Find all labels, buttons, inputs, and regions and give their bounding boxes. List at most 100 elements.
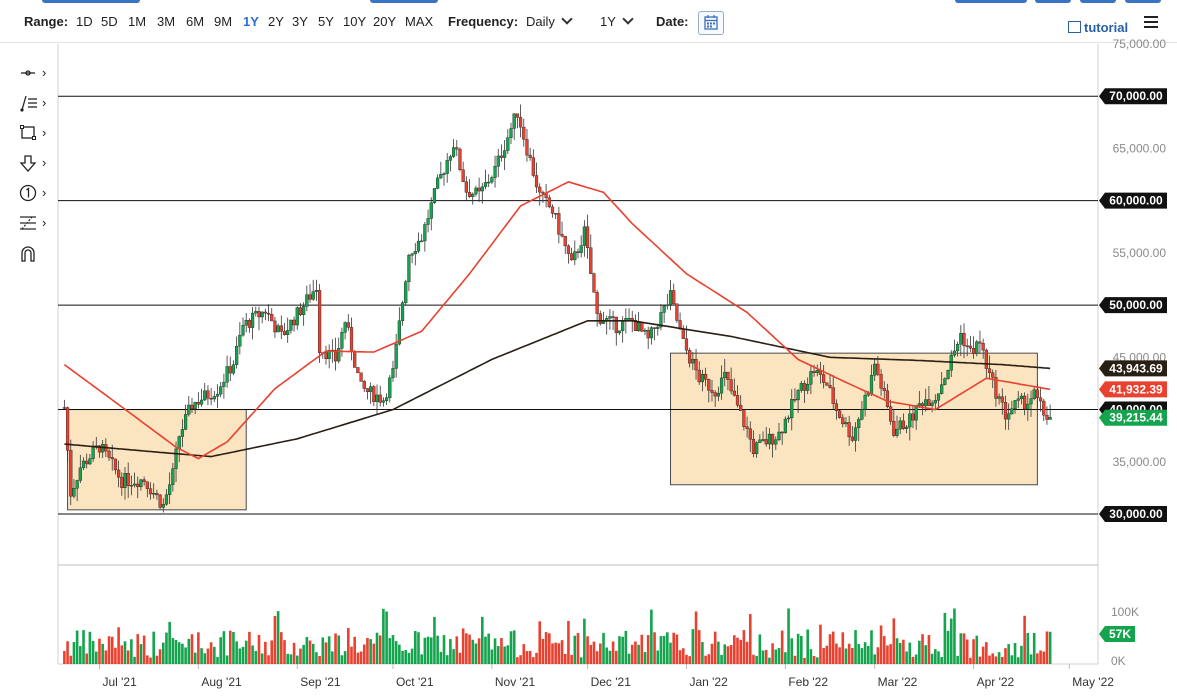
candle-body (940, 384, 944, 394)
volume-bar (646, 635, 650, 664)
volume-bar (592, 641, 596, 664)
volume-bar (519, 655, 522, 664)
top-tab-strip[interactable] (42, 0, 140, 3)
tutorial-link[interactable]: tutorial (1068, 20, 1128, 35)
top-tab-strip[interactable] (1080, 0, 1116, 3)
range-option-max[interactable]: MAX (405, 14, 434, 29)
candle-body (684, 338, 689, 351)
range-option-1d[interactable]: 1D (76, 14, 93, 29)
volume-bar (110, 636, 114, 664)
volume-bar (91, 640, 95, 664)
crosshair-tool[interactable]: › (14, 64, 58, 94)
volume-bar (321, 637, 325, 664)
volume-bar (1010, 655, 1014, 664)
volume-bar (225, 655, 229, 664)
volume-bar (388, 638, 392, 664)
volume-bar (755, 655, 758, 664)
candle-body (451, 147, 456, 157)
volume-bar (509, 631, 513, 664)
candle-body (547, 197, 551, 208)
volume-bar (768, 657, 771, 664)
rectangle-tool[interactable]: › (14, 124, 58, 154)
range-option-9m[interactable]: 9M (214, 14, 233, 29)
candle-body (837, 410, 842, 418)
candle-body (1013, 400, 1017, 409)
candle-body (598, 313, 602, 324)
candle-body (117, 469, 121, 478)
x-tick-label: Feb '22 (788, 675, 828, 689)
candle-body (251, 312, 255, 328)
candle-body (184, 414, 188, 430)
candle-body (917, 403, 921, 406)
range-option-2y[interactable]: 2Y (268, 14, 284, 29)
candle-body (400, 302, 405, 321)
candle-body (346, 322, 350, 328)
volume-bar (216, 657, 219, 664)
volume-bar (733, 635, 736, 664)
range-option-3m[interactable]: 3M (157, 14, 176, 29)
range-option-1m[interactable]: 1M (128, 14, 147, 29)
volume-bar (458, 652, 462, 664)
volume-bar (742, 630, 746, 664)
volume-bar (784, 652, 787, 664)
volume-bar (251, 645, 254, 664)
volume-bar (653, 632, 656, 664)
top-tab-strip[interactable] (1035, 0, 1071, 3)
range-option-5d[interactable]: 5D (101, 14, 118, 29)
volume-bar (343, 651, 347, 664)
magnet-tool[interactable] (14, 244, 58, 274)
volume-bar (627, 653, 631, 664)
fib-tool[interactable]: › (14, 214, 58, 244)
volume-bar (385, 611, 388, 664)
top-tab-strip[interactable] (370, 0, 438, 3)
volume-bar (394, 641, 398, 664)
frequency-dropdown[interactable]: Daily (526, 13, 573, 30)
volume-bar (560, 640, 564, 664)
arrow-tool[interactable]: › (14, 154, 58, 184)
volume-bar (359, 651, 363, 664)
candle-body (751, 439, 756, 454)
top-tab-strip[interactable] (1125, 0, 1161, 3)
candle-body (168, 484, 172, 495)
candle-body (308, 294, 312, 300)
volume-bar (1007, 644, 1010, 664)
top-tab-strip[interactable] (955, 0, 1027, 3)
volume-bar (835, 643, 838, 664)
candle-body (1042, 400, 1046, 416)
period-dropdown[interactable]: 1Y (600, 13, 634, 30)
volume-bar (815, 657, 819, 664)
candle-body (132, 483, 137, 486)
candle-body (113, 458, 118, 471)
date-picker-button[interactable] (698, 11, 724, 35)
volume-bar (937, 651, 940, 664)
volume-bar (528, 650, 532, 664)
volume-bar (892, 618, 896, 664)
candle-body (566, 245, 571, 254)
range-option-20y[interactable]: 20Y (373, 14, 397, 29)
candle-body (633, 320, 638, 332)
volume-bar (353, 636, 356, 664)
candle-body (471, 193, 475, 197)
range-option-5y[interactable]: 5Y (318, 14, 334, 29)
menu-icon[interactable] (1144, 16, 1158, 28)
candle-body (228, 366, 232, 374)
range-option-6m[interactable]: 6M (186, 14, 205, 29)
volume-bar (544, 632, 548, 664)
candle-body (895, 428, 899, 436)
counter-tool[interactable]: › (14, 184, 58, 214)
candle-body (518, 117, 523, 128)
candle-body (333, 349, 338, 362)
trendline-tool[interactable]: › (14, 94, 58, 124)
candle-body (665, 304, 669, 307)
range-option-1y[interactable]: 1Y (243, 14, 259, 29)
candle-body (458, 148, 462, 170)
range-option-3y[interactable]: 3Y (292, 14, 308, 29)
range-option-10y[interactable]: 10Y (343, 14, 367, 29)
volume-bar (889, 644, 892, 664)
volume-bar (793, 655, 797, 664)
y-tick-label: 65,000.00 (1113, 141, 1167, 155)
volume-bar (662, 635, 666, 664)
volume-bar (882, 636, 886, 664)
candle-body (85, 460, 89, 465)
